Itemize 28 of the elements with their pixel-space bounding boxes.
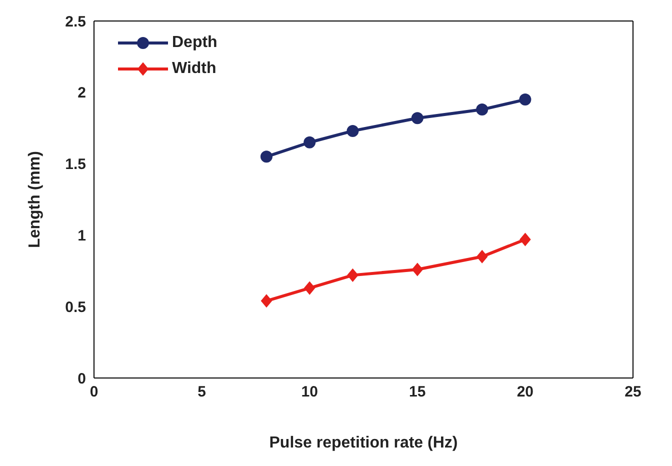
point — [304, 136, 316, 148]
y-tick-label: 1 — [78, 228, 86, 245]
x-tick-label: 0 — [90, 384, 98, 401]
y-tick-label: 0.5 — [65, 298, 86, 316]
point — [304, 282, 316, 295]
point — [347, 268, 358, 282]
legend-label: Width — [172, 60, 216, 78]
point — [520, 232, 531, 246]
point — [411, 112, 424, 124]
point — [476, 250, 488, 264]
y-tick-label: 1.5 — [65, 156, 86, 174]
x-tick-label: 5 — [198, 384, 206, 401]
point — [346, 124, 359, 137]
point — [519, 94, 532, 106]
x-tick-label: 25 — [624, 384, 642, 401]
point — [260, 294, 272, 308]
x-tick-label: 15 — [409, 384, 426, 401]
legend-label: Depth — [172, 34, 218, 52]
x-axis-title: Pulse repetition rate (Hz) — [269, 434, 458, 452]
y-tick-label: 2 — [78, 84, 86, 102]
y-tick-label: 0 — [78, 370, 86, 388]
x-tick-label: 10 — [301, 384, 318, 401]
point — [412, 262, 423, 276]
y-tick-label: 2.5 — [65, 13, 86, 30]
y-axis-title: Length (mm) — [26, 151, 44, 248]
point — [476, 104, 488, 116]
x-tick-label: 20 — [516, 384, 534, 401]
point — [260, 150, 272, 163]
